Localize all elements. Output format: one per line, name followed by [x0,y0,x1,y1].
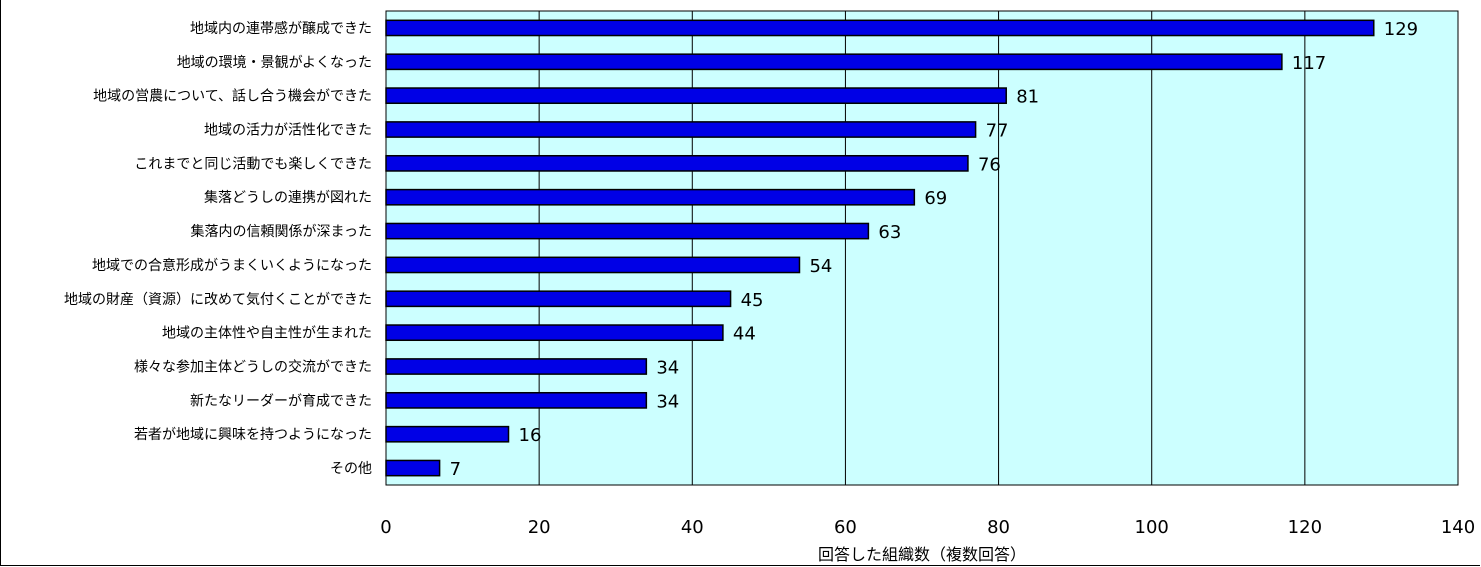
bar [385,358,648,375]
x-tick-label: 0 [380,517,391,538]
x-tick-label: 120 [1288,517,1322,538]
category-label: 新たなリーダーが育成できた [190,393,372,409]
bar [385,154,969,172]
category-label: 地域の財産（資源）に改めて気付くことができた [64,292,372,308]
value-labels: 129 117 81 77 76 69 63 54 45 44 34 34 16 7 [450,19,1419,480]
x-axis-title: 回答した組織数（複数回答） [818,545,1026,564]
bar [385,19,1375,37]
category-label: 地域の営農について、話し合う機会ができた [93,88,372,105]
data-label: 7 [450,459,461,480]
bar [385,222,870,240]
bar [385,425,510,443]
data-label: 63 [878,222,901,243]
category-label: 地域の主体性や自主性が生まれた [162,326,372,342]
bars [385,19,1375,477]
bar [385,188,916,206]
category-label: 地域の活力が活性化できた [204,123,372,139]
data-label: 34 [656,358,679,379]
plot-area [385,10,1459,486]
data-label: 44 [733,324,756,345]
category-label: これまでと同じ活動でも楽しくできた [134,156,372,172]
bar [385,290,732,308]
data-label: 34 [656,391,679,412]
x-tick-label: 100 [1135,517,1169,538]
category-label: 様々な参加主体どうしの交流ができた [134,359,372,376]
data-label: 76 [978,154,1001,175]
bar [385,324,724,342]
bar [385,256,801,274]
data-label: 81 [1016,87,1039,108]
category-labels: 地域内の連帯感が醸成できた地域の環境・景観がよくなった地域の営農について、話し合… [64,20,372,477]
data-label: 117 [1292,53,1326,74]
x-tick-label: 20 [528,517,551,538]
data-label: 69 [924,188,947,209]
category-label: 地域の環境・景観がよくなった [177,54,372,71]
category-label: 若者が地域に興味を持つようになった [134,427,372,443]
data-label: 129 [1384,19,1418,40]
category-label: 地域での合意形成がうまくいくようになった [92,257,372,274]
category-label: その他 [330,461,372,477]
data-label: 16 [519,425,542,446]
category-label: 集落内の信頼関係が深まった [191,223,372,240]
x-tick-label: 80 [987,517,1010,538]
category-label: 地域内の連帯感が醸成できた [190,20,372,37]
bar [385,121,977,138]
x-tick-label: 140 [1441,517,1475,538]
gridlines [538,11,1306,485]
bar [385,87,1007,105]
bar [385,459,441,477]
bar [385,53,1283,71]
data-label: 54 [809,256,832,277]
x-tick-labels: 0 20 40 60 80 100 120 140 [380,517,1475,538]
bar [385,391,648,409]
data-label: 45 [741,290,764,311]
data-label: 77 [986,121,1009,142]
x-tick-label: 40 [681,517,704,538]
x-tick-label: 60 [834,517,857,538]
category-label: 集落どうしの連携が図れた [204,189,372,206]
